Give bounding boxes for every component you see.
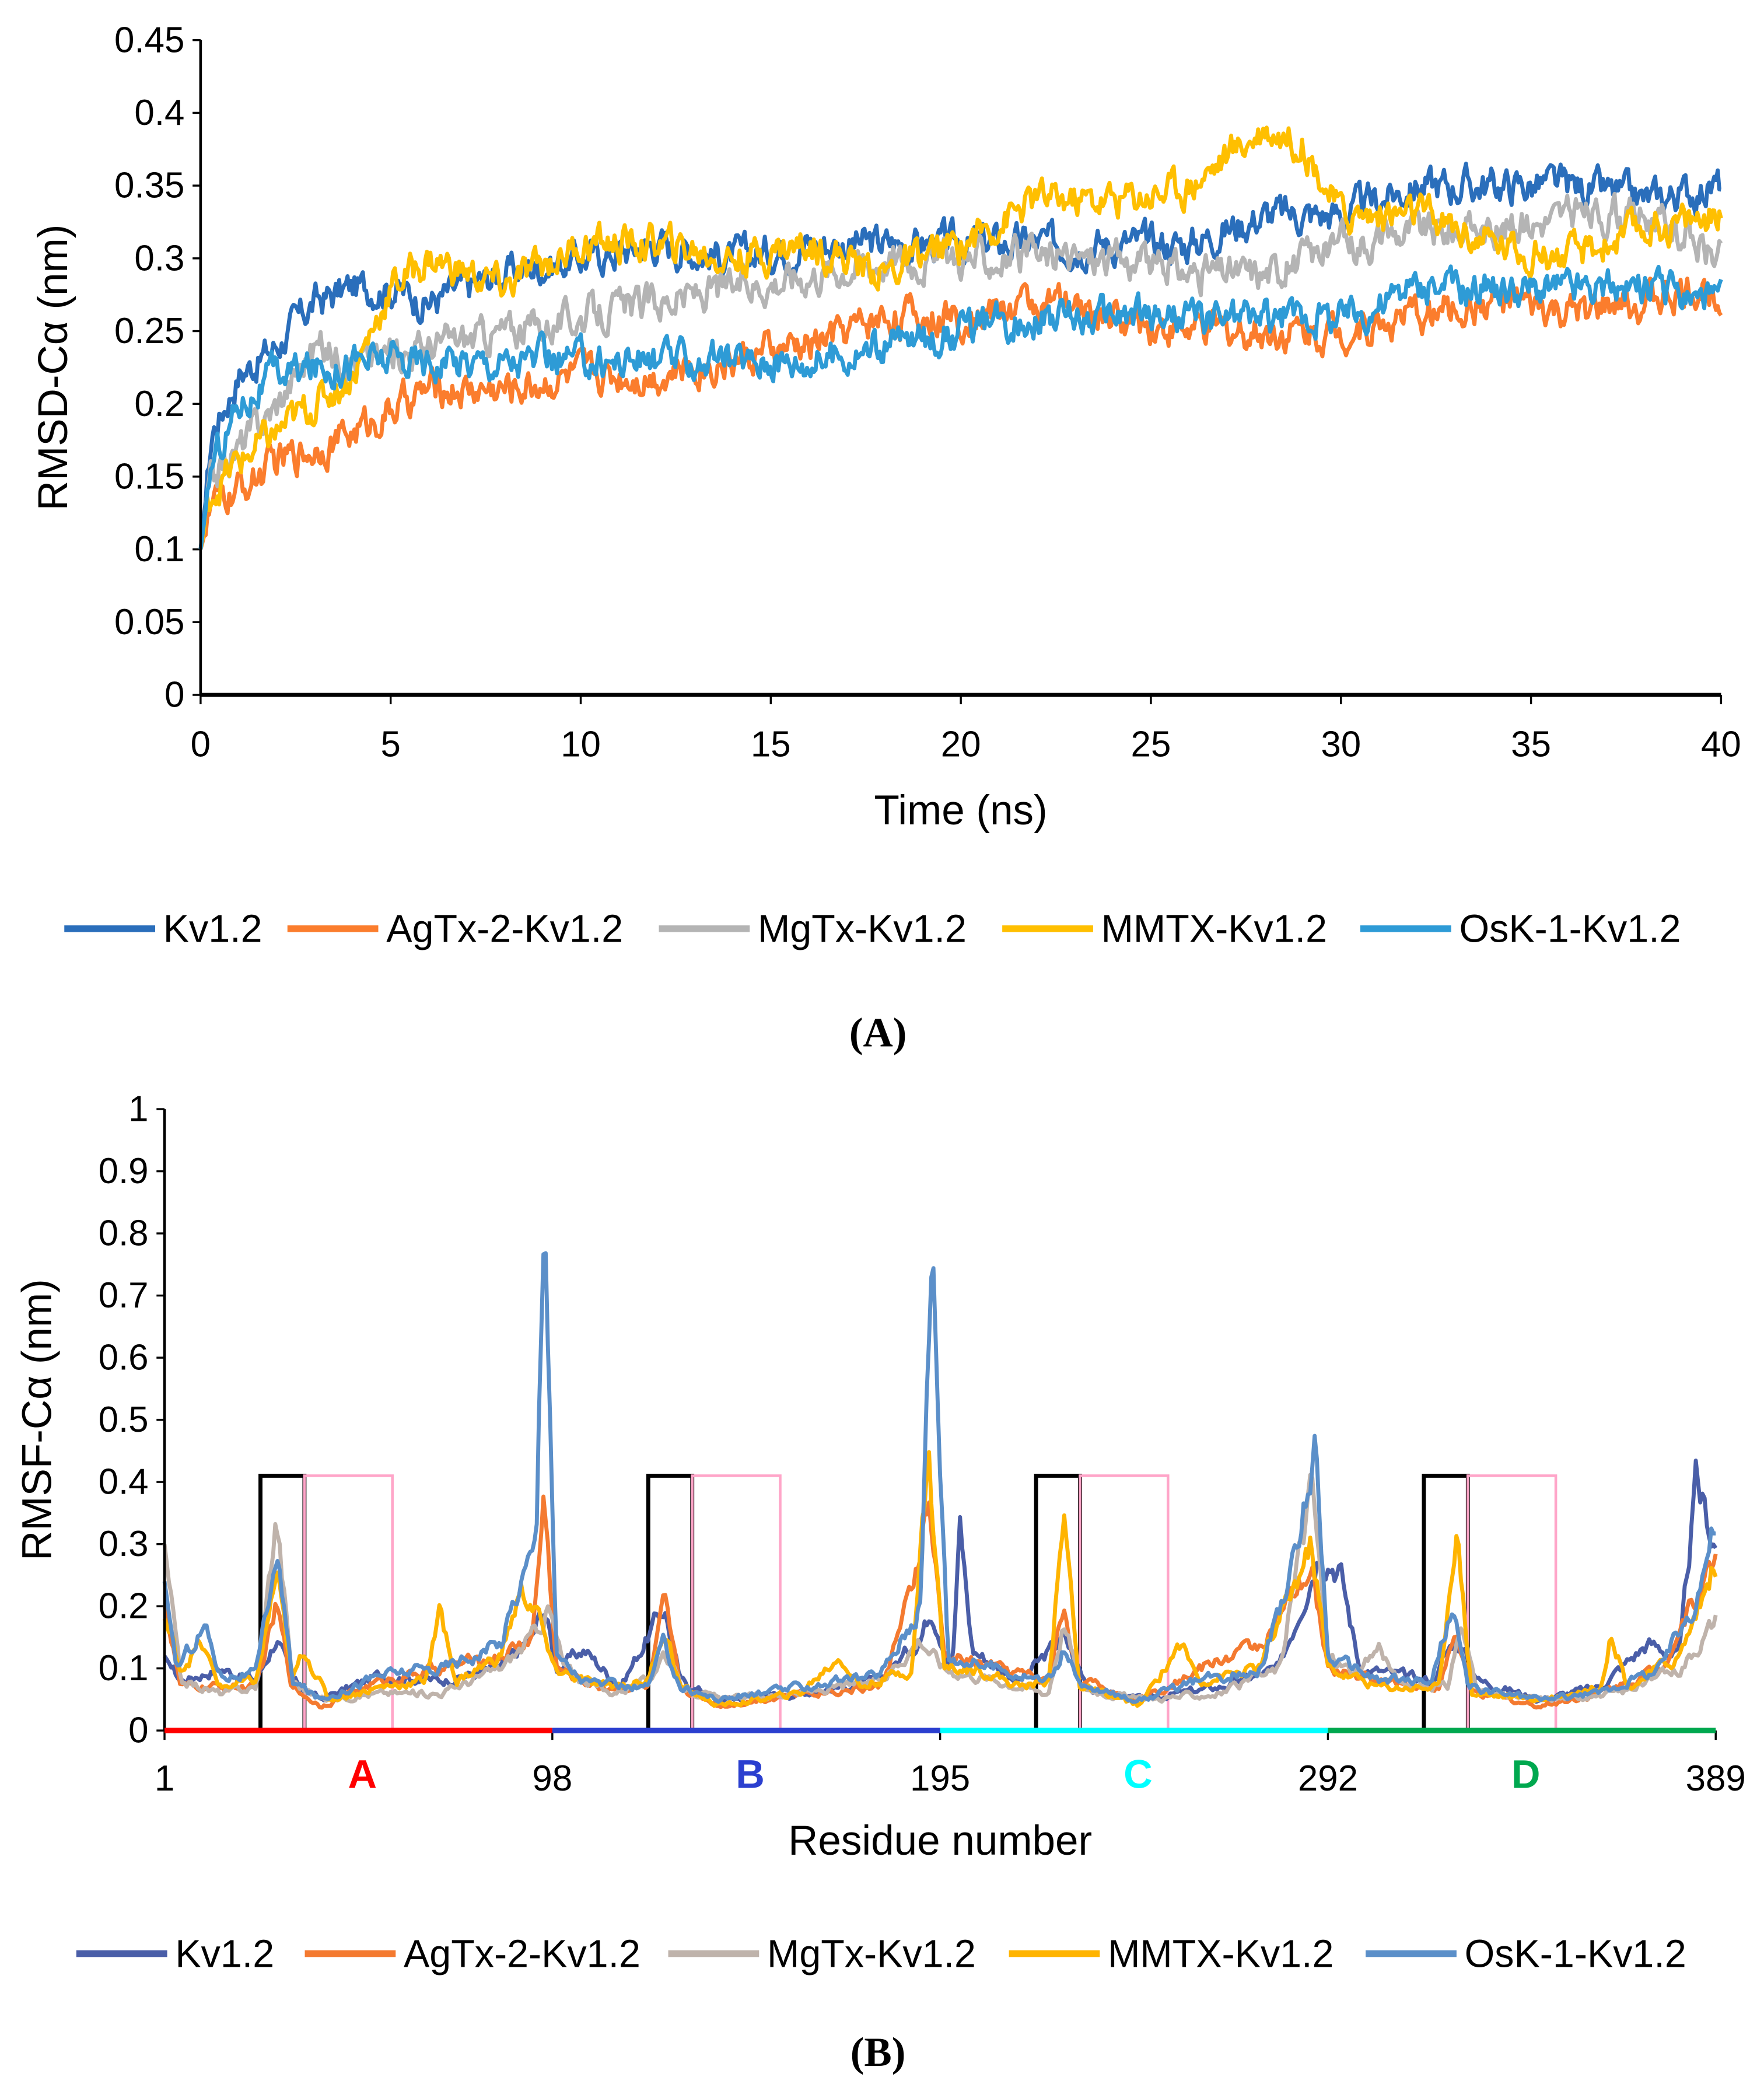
x-tick-label: 25 <box>1131 724 1171 764</box>
x-axis-title: Residue number <box>788 1818 1092 1864</box>
legend-label: MgTx-Kv1.2 <box>758 908 967 951</box>
legend-label: MMTX-Kv1.2 <box>1101 908 1327 951</box>
y-tick-label: 0.8 <box>99 1214 149 1254</box>
chain-label-A: A <box>348 1752 377 1797</box>
x-tick-label: 15 <box>751 724 791 764</box>
panel-a-rmsd-chart: 0 0.05 0.1 0.15 0.2 0.25 0.3 0.35 0.4 0.45 0 5 10 15 2… <box>30 20 1741 950</box>
legend-label: AgTx-2-Kv1.2 <box>404 1933 640 1976</box>
y-tick-label: 0.4 <box>134 93 184 133</box>
y-tick-label: 0.1 <box>134 529 184 569</box>
chain-label-D: D <box>1511 1752 1541 1797</box>
x-tick-label: 35 <box>1511 724 1551 764</box>
y-tick-label: 0 <box>164 675 184 715</box>
y-tick-label: 0.2 <box>134 384 184 424</box>
x-tick-label: 20 <box>941 724 981 764</box>
legend-label: Kv1.2 <box>175 1933 274 1976</box>
x-tick-label: 40 <box>1701 724 1741 764</box>
y-tick-label: 0.7 <box>99 1275 149 1316</box>
caption-b: (B) <box>850 2030 906 2075</box>
y-tick-label: 0.15 <box>114 457 184 497</box>
y-tick-label: 0.35 <box>114 166 184 206</box>
y-tick-label: 0.6 <box>99 1338 149 1378</box>
x-tick-label: 195 <box>910 1758 970 1799</box>
x-tick-label: 0 <box>191 724 211 764</box>
y-tick-label: 1 <box>128 1089 148 1130</box>
y-tick-label: 0.1 <box>99 1648 149 1688</box>
y-tick-label: 0.4 <box>99 1462 149 1502</box>
y-tick-label: 0.2 <box>99 1586 149 1627</box>
series-line-mgtx-kv1-2 <box>198 191 1723 550</box>
y-tick-label: 0.05 <box>114 602 184 642</box>
series-line-osk-1-kv1-2 <box>198 264 1723 550</box>
legend-label: OsK-1-Kv1.2 <box>1465 1933 1686 1976</box>
y-tick-label: 0.3 <box>99 1524 149 1564</box>
y-axis-title: RMSF-Cα (nm) <box>14 1279 60 1561</box>
series-line-mmtx-kv1-2 <box>162 1450 1718 1708</box>
series-line-mgtx-kv1-2 <box>162 1473 1718 1704</box>
legend-label: Kv1.2 <box>163 908 262 951</box>
y-tick-label: 0.3 <box>134 238 184 278</box>
x-tick-label: 10 <box>561 724 601 764</box>
legend-label: MMTX-Kv1.2 <box>1108 1933 1334 1976</box>
legend-label: AgTx-2-Kv1.2 <box>386 908 623 951</box>
y-tick-label: 0.5 <box>99 1400 149 1440</box>
y-tick-label: 0.45 <box>114 20 184 60</box>
y-tick-label: 0.25 <box>114 311 184 351</box>
x-tick-label: 98 <box>532 1758 572 1799</box>
x-tick-label: 389 <box>1686 1758 1746 1799</box>
x-tick-label: 292 <box>1298 1758 1358 1799</box>
series-line-osk-1-kv1-2 <box>162 1251 1716 1704</box>
legend-label: MgTx-Kv1.2 <box>767 1933 976 1976</box>
x-tick-label: 30 <box>1321 724 1361 764</box>
y-tick-label: 0.9 <box>99 1151 149 1191</box>
x-tick-label: 5 <box>380 724 400 764</box>
y-axis-title: RMSD-Cα (nm) <box>30 225 76 511</box>
chain-label-C: C <box>1124 1752 1153 1797</box>
x-tick-label: 1 <box>155 1758 174 1799</box>
panel-b-rmsf-chart: 0 0.1 0.2 0.3 0.4 0.5 0.6 0.7 0.8 0.9 1 1 98 195 292 38… <box>14 1089 1745 1976</box>
legend-label: OsK-1-Kv1.2 <box>1459 908 1681 951</box>
caption-a: (A) <box>849 1010 907 1055</box>
x-axis-title: Time (ns) <box>874 788 1048 834</box>
y-tick-label: 0 <box>128 1711 148 1751</box>
series-line-mmtx-kv1-2 <box>198 125 1723 550</box>
chain-label-B: B <box>736 1752 765 1797</box>
